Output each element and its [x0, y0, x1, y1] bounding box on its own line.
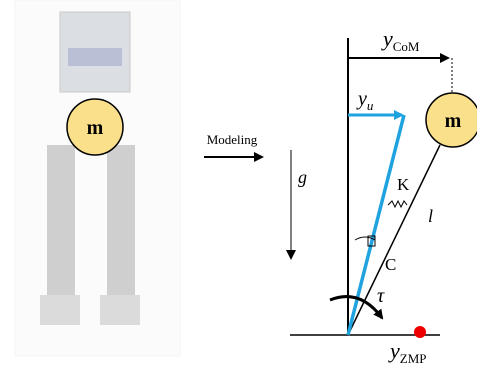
ycom-label: yCoM: [381, 26, 420, 54]
mass-label: m: [445, 110, 462, 132]
zmp-point: [414, 326, 426, 338]
yzmp-label: yZMP: [388, 338, 427, 366]
mass-label: m: [87, 117, 104, 139]
modeling-label: Modeling: [207, 132, 258, 147]
torque-label: τ: [377, 285, 385, 307]
diagram: m Modeling g yCoM m yu K l C τ yZMP: [0, 0, 477, 370]
spring: [388, 201, 407, 207]
length-label: l: [428, 206, 433, 226]
yu-label: yu: [356, 88, 374, 113]
damper-label: C: [385, 255, 396, 274]
gravity-label: g: [298, 167, 307, 187]
virtual-rod: [348, 115, 404, 335]
robot-image: [15, 0, 180, 356]
spring-label: K: [397, 175, 410, 194]
pendulum-rod: [348, 145, 440, 335]
